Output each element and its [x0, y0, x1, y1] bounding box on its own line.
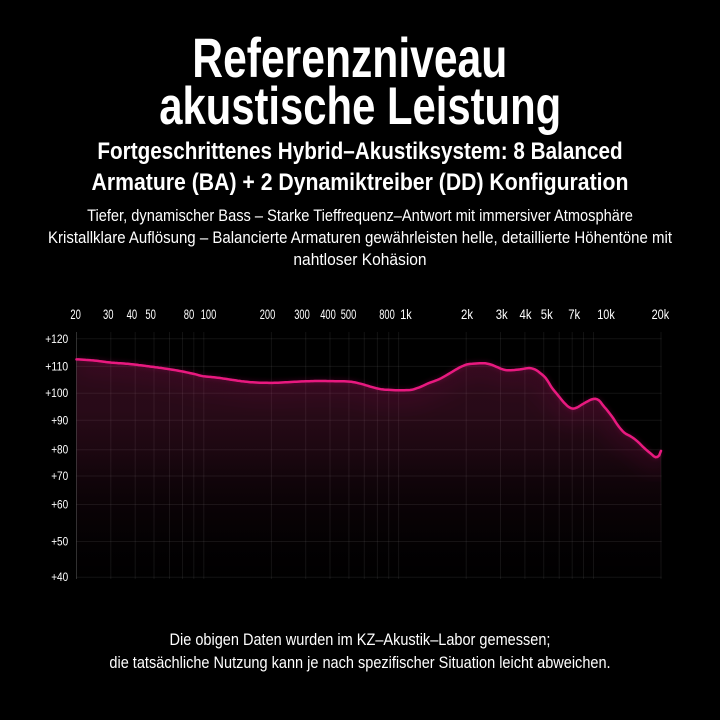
svg-text:+90: +90	[51, 415, 68, 427]
svg-text:500: 500	[341, 306, 357, 322]
svg-text:20k: 20k	[652, 306, 670, 322]
svg-text:100: 100	[201, 306, 217, 322]
svg-text:300: 300	[294, 306, 310, 322]
svg-text:50: 50	[145, 306, 156, 322]
svg-text:+60: +60	[51, 500, 68, 512]
svg-text:7k: 7k	[568, 306, 581, 322]
svg-text:+70: +70	[51, 471, 68, 483]
svg-text:2k: 2k	[461, 306, 474, 322]
svg-text:5k: 5k	[541, 306, 554, 322]
svg-text:200: 200	[260, 306, 276, 322]
svg-text:+50: +50	[51, 537, 68, 549]
svg-text:+120: +120	[45, 334, 68, 346]
svg-text:4k: 4k	[520, 306, 533, 322]
svg-text:20: 20	[70, 306, 81, 322]
svg-text:40: 40	[127, 306, 138, 322]
svg-text:10k: 10k	[597, 306, 615, 322]
svg-text:80: 80	[184, 306, 195, 322]
svg-text:800: 800	[379, 306, 395, 322]
svg-text:+80: +80	[51, 445, 68, 457]
svg-text:400: 400	[320, 306, 336, 322]
svg-text:30: 30	[103, 306, 114, 322]
svg-text:1k: 1k	[400, 306, 412, 322]
svg-text:+110: +110	[45, 361, 68, 373]
svg-text:+100: +100	[45, 388, 68, 400]
svg-text:+40: +40	[51, 572, 68, 584]
svg-text:3k: 3k	[496, 306, 509, 322]
